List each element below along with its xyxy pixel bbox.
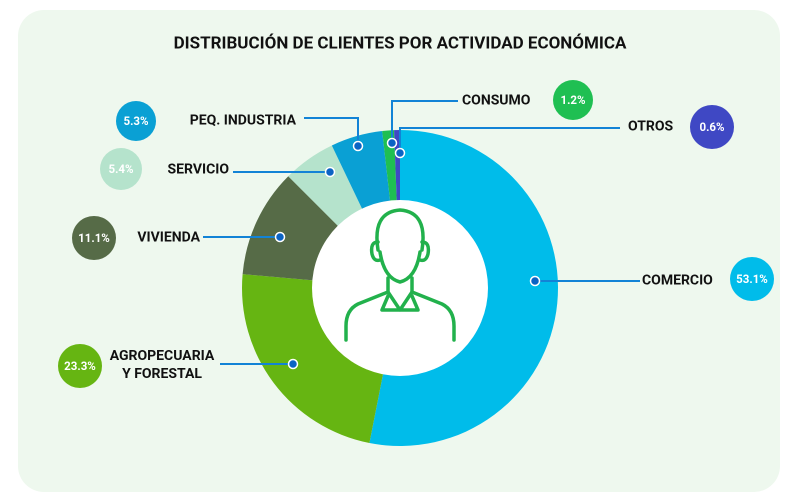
value-label: 5.4% [108,162,133,176]
value-label: 5.3% [123,114,148,128]
value-label: 53.1% [736,272,768,286]
category-label: AGROPECUARIA Y FORESTAL [110,348,215,382]
leader-dot [529,275,541,287]
category-label: SERVICIO [168,162,230,178]
value-badge [58,344,102,388]
slice [382,130,397,209]
leader-dot [386,137,398,149]
slice [288,145,366,232]
value-badge [690,105,734,149]
value-badge [100,148,142,190]
leader-dot [394,147,406,159]
category-label: COMERCIO [642,273,713,289]
leader-dot [287,358,299,370]
category-label: OTROS [628,119,673,135]
category-label: PEQ. INDUSTRIA [190,113,297,129]
labels: COMERCIO 53.1% AGROPECUARIA Y FORESTAL 23.3%… [58,80,774,388]
slice [241,274,385,444]
category-label: VIVIENDA [137,230,200,246]
leader-line [391,100,458,143]
leader-dot [352,140,364,152]
slice [242,176,344,281]
person-icon [344,208,456,342]
value-label: 23.3% [64,359,96,373]
value-label: 11.1% [78,231,110,245]
slice [331,131,391,216]
leader-dot [324,166,336,178]
category-label: CONSUMO [462,93,531,109]
leader-line [304,117,359,146]
leader-dot [274,231,286,243]
value-label: 0.6% [699,120,724,134]
value-badge [730,257,774,301]
chart-title: DISTRIBUCIÓN DE CLIENTES POR ACTIVIDAD E… [174,33,627,53]
value-badge [72,216,116,260]
donut-hole [312,200,488,376]
value-label: 1.2% [560,93,585,107]
leader-line [399,127,620,153]
value-badge [553,80,593,120]
value-badge [116,101,156,141]
